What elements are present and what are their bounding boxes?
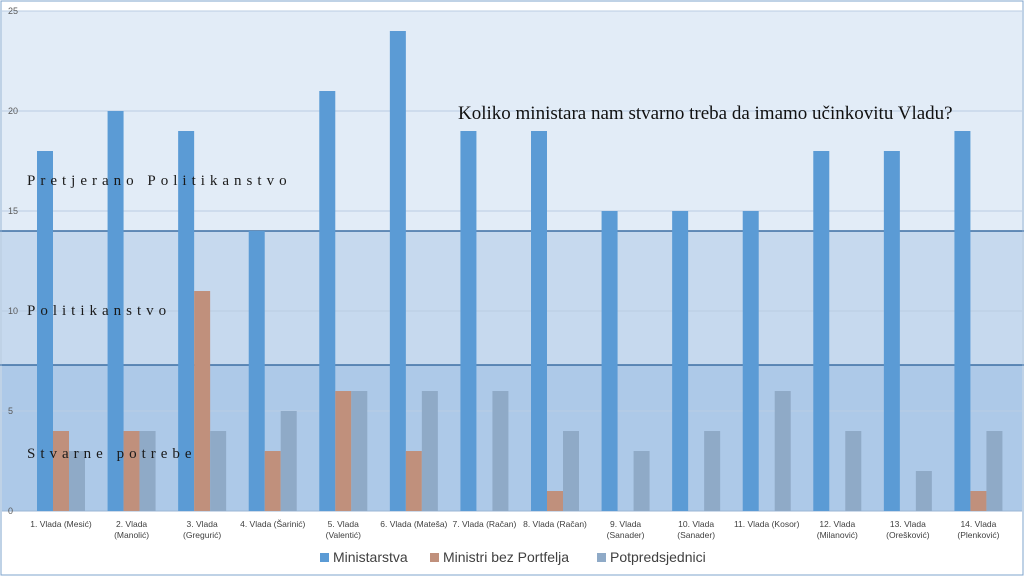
bar-potpredsjednici: [351, 391, 368, 511]
legend-label: Potpredsjednici: [610, 549, 706, 565]
band-label-pretjerano: Pretjerano Politikanstvo: [27, 173, 292, 189]
bar-ministarstva: [248, 231, 265, 511]
bar-potpredsjednici: [210, 431, 227, 511]
bar-ministri-bez-portfelja: [405, 451, 422, 511]
legend: Ministarstva Ministri bez Portfelja Potpre…: [320, 549, 706, 565]
bar-ministri-bez-portfelja: [547, 491, 563, 511]
bar-potpredsjednici: [774, 391, 791, 511]
x-tick-label: 10. Vlada (Sanader): [677, 519, 715, 540]
chart-title: Koliko ministara nam stvarno treba da im…: [458, 103, 953, 124]
x-axis-labels: 1. Vlada (Mesić) 2. Vlada (Manolić) 3. Vlad…: [30, 519, 999, 540]
bar-potpredsjednici: [563, 431, 579, 511]
x-tick-label: 11. Vlada (Kosor): [734, 519, 800, 529]
bar-potpredsjednici: [421, 391, 438, 511]
bar-potpredsjednici: [633, 451, 650, 511]
bar-potpredsjednici: [280, 411, 297, 511]
bar-potpredsjednici: [492, 391, 509, 511]
legend-label: Ministarstva: [333, 549, 408, 565]
bar-ministarstva: [319, 91, 336, 511]
legend-label: Ministri bez Portfelja: [443, 549, 569, 565]
bar-ministarstva: [742, 211, 759, 511]
bar-ministri-bez-portfelja: [970, 491, 987, 511]
y-tick-label-15: 15: [8, 206, 18, 216]
band-politikanstvo: [2, 231, 1022, 365]
x-tick-label: 1. Vlada (Mesić): [30, 519, 92, 529]
bar-ministarstva: [672, 211, 689, 511]
bar-potpredsjednici: [139, 431, 156, 511]
bar-ministri-bez-portfelja: [335, 391, 352, 511]
bar-ministarstva: [813, 151, 830, 511]
bar-potpredsjednici: [69, 451, 85, 511]
y-tick-label-20: 20: [8, 106, 18, 116]
y-tick-label-0: 0: [8, 506, 13, 516]
bar-potpredsjednici: [704, 431, 721, 511]
bar-ministri-bez-portfelja: [53, 431, 69, 511]
band-label-stvarne-potrebe: Stvarne potrebe: [27, 446, 197, 462]
legend-swatch: [430, 553, 439, 562]
bar-ministarstva: [531, 131, 547, 511]
band-label-politikanstvo: Politikanstvo: [27, 303, 171, 319]
bar-potpredsjednici: [845, 431, 862, 511]
y-axis-ticks: 0 5 10 15 20 25: [8, 6, 18, 516]
bar-ministarstva: [107, 111, 124, 511]
bar-ministarstva: [389, 31, 406, 511]
x-tick-label: 13. Vlada (Orešković): [886, 519, 930, 540]
legend-swatch: [320, 553, 329, 562]
bar-ministarstva: [460, 131, 477, 511]
y-tick-label-5: 5: [8, 406, 13, 416]
y-tick-label-10: 10: [8, 306, 18, 316]
bar-ministri-bez-portfelja: [123, 431, 140, 511]
x-tick-label: 2. Vlada (Manolić): [114, 519, 149, 540]
x-tick-label: 12. Vlada (Milanović): [817, 519, 858, 540]
bar-ministarstva: [601, 211, 618, 511]
bar-ministarstva: [37, 151, 53, 511]
x-tick-label: 3. Vlada (Gregurić): [183, 519, 221, 540]
bar-ministarstva: [178, 131, 195, 511]
x-tick-label: 5. Vlada (Valentić): [326, 519, 361, 540]
legend-swatch: [597, 553, 606, 562]
x-tick-label: 7. Vlada (Račan): [453, 519, 517, 529]
x-tick-label: 14. Vlada (Plenković): [957, 519, 999, 540]
x-tick-label: 6. Vlada (Mateša): [380, 519, 447, 529]
bar-ministri-bez-portfelja: [194, 291, 211, 511]
x-tick-label: 4. Vlada (Šarinić): [240, 519, 305, 529]
bar-ministri-bez-portfelja: [264, 451, 281, 511]
band-pretjerano-politikanstvo: [2, 11, 1022, 231]
bar-potpredsjednici: [986, 431, 1003, 511]
bar-potpredsjednici: [915, 471, 932, 511]
x-tick-label: 8. Vlada (Račan): [523, 519, 587, 529]
x-tick-label: 9. Vlada (Sanader): [607, 519, 645, 540]
bars: [37, 31, 1003, 511]
bar-ministarstva: [883, 151, 900, 511]
y-tick-label-25: 25: [8, 6, 18, 16]
bar-ministarstva: [954, 131, 971, 511]
